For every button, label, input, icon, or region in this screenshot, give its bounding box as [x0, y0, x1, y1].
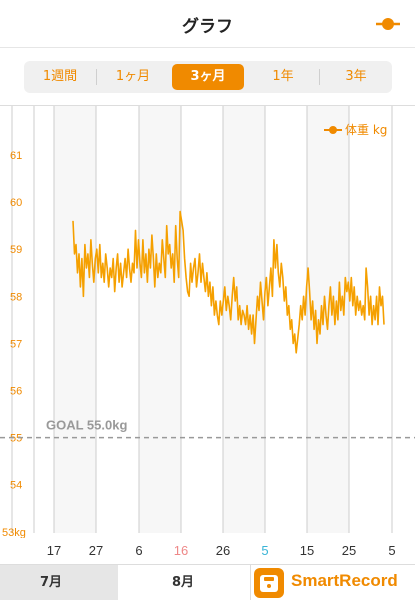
- range-tab-0[interactable]: 1週間: [42, 69, 78, 84]
- segment-divider: [96, 69, 97, 85]
- month-label-prev[interactable]: 7月: [0, 565, 118, 600]
- grid-stripe: [139, 106, 181, 533]
- x-tick-label: 5: [261, 543, 268, 558]
- y-tick-label: 59: [10, 244, 22, 256]
- y-tick-label: 55: [10, 433, 22, 445]
- x-tick-label: 16: [174, 543, 188, 558]
- orange-line-dot-icon[interactable]: [375, 14, 401, 34]
- segmented-control: 1週間 1ヶ月 3ヶ月 1年 3年: [24, 61, 392, 93]
- brand-area: SmartRecord: [250, 565, 415, 600]
- range-tab-1[interactable]: 1ヶ月: [115, 69, 151, 84]
- legend-dot: [329, 126, 337, 134]
- header-bar: グラフ: [0, 0, 415, 48]
- grid-stripe: [54, 106, 96, 533]
- range-selector: 1週間 1ヶ月 3ヶ月 1年 3年: [0, 48, 415, 106]
- x-tick-label: 17: [47, 543, 61, 558]
- footer-bar: 7月 8月 SmartRecord: [0, 564, 415, 600]
- month-label-current[interactable]: 8月: [171, 575, 195, 590]
- y-tick-label: 58: [10, 291, 22, 303]
- chart-svg: 53kg 54 55 56 57 58 59 60 61 GOAL 55.0kg 体重 kg: [0, 106, 415, 539]
- x-tick-label: 15: [300, 543, 314, 558]
- range-tab-3[interactable]: 1年: [272, 69, 294, 84]
- brand-name: SmartRecord: [291, 571, 398, 590]
- x-tick-label: 5: [388, 543, 395, 558]
- series-line: [72, 210, 385, 354]
- y-tick-label: 54: [10, 480, 22, 492]
- y-tick-label: 56: [10, 386, 22, 398]
- legend-label: 体重 kg: [345, 123, 387, 137]
- goal-label: GOAL 55.0kg: [46, 418, 127, 433]
- segment-divider: [319, 69, 320, 85]
- x-tick-label: 26: [216, 543, 230, 558]
- range-tab-4[interactable]: 3年: [345, 69, 367, 84]
- y-tick-label: 57: [10, 338, 22, 350]
- page-title: グラフ: [182, 17, 233, 37]
- y-tick-label: 61: [10, 150, 22, 162]
- x-tick-label: 6: [135, 543, 142, 558]
- y-tick-label: 60: [10, 197, 22, 209]
- x-tick-label: 27: [89, 543, 103, 558]
- x-tick-label: 25: [342, 543, 356, 558]
- smartrecord-scale-icon: [254, 568, 284, 598]
- range-tab-2[interactable]: 3ヶ月: [172, 64, 244, 90]
- weight-chart: 53kg 54 55 56 57 58 59 60 61 GOAL 55.0kg 体重 kg: [0, 106, 415, 539]
- y-tick-label: 53kg: [2, 527, 26, 538]
- x-axis-labels: 17 27 6 16 26 5 15 25 5: [47, 543, 396, 558]
